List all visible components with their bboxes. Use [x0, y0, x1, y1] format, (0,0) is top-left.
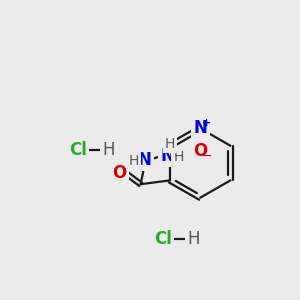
Text: O: O — [193, 142, 207, 160]
Text: H: H — [128, 154, 139, 168]
Text: Cl: Cl — [154, 230, 172, 247]
Text: Cl: Cl — [69, 141, 87, 159]
Text: O: O — [112, 164, 126, 182]
Text: N: N — [193, 119, 207, 137]
Text: +: + — [202, 118, 211, 128]
Text: H: H — [165, 137, 175, 151]
Text: N: N — [137, 151, 152, 169]
Text: H: H — [103, 141, 115, 159]
Text: N: N — [161, 147, 175, 165]
Text: H: H — [188, 230, 200, 247]
Text: H: H — [173, 150, 184, 164]
Text: −: − — [202, 150, 212, 164]
